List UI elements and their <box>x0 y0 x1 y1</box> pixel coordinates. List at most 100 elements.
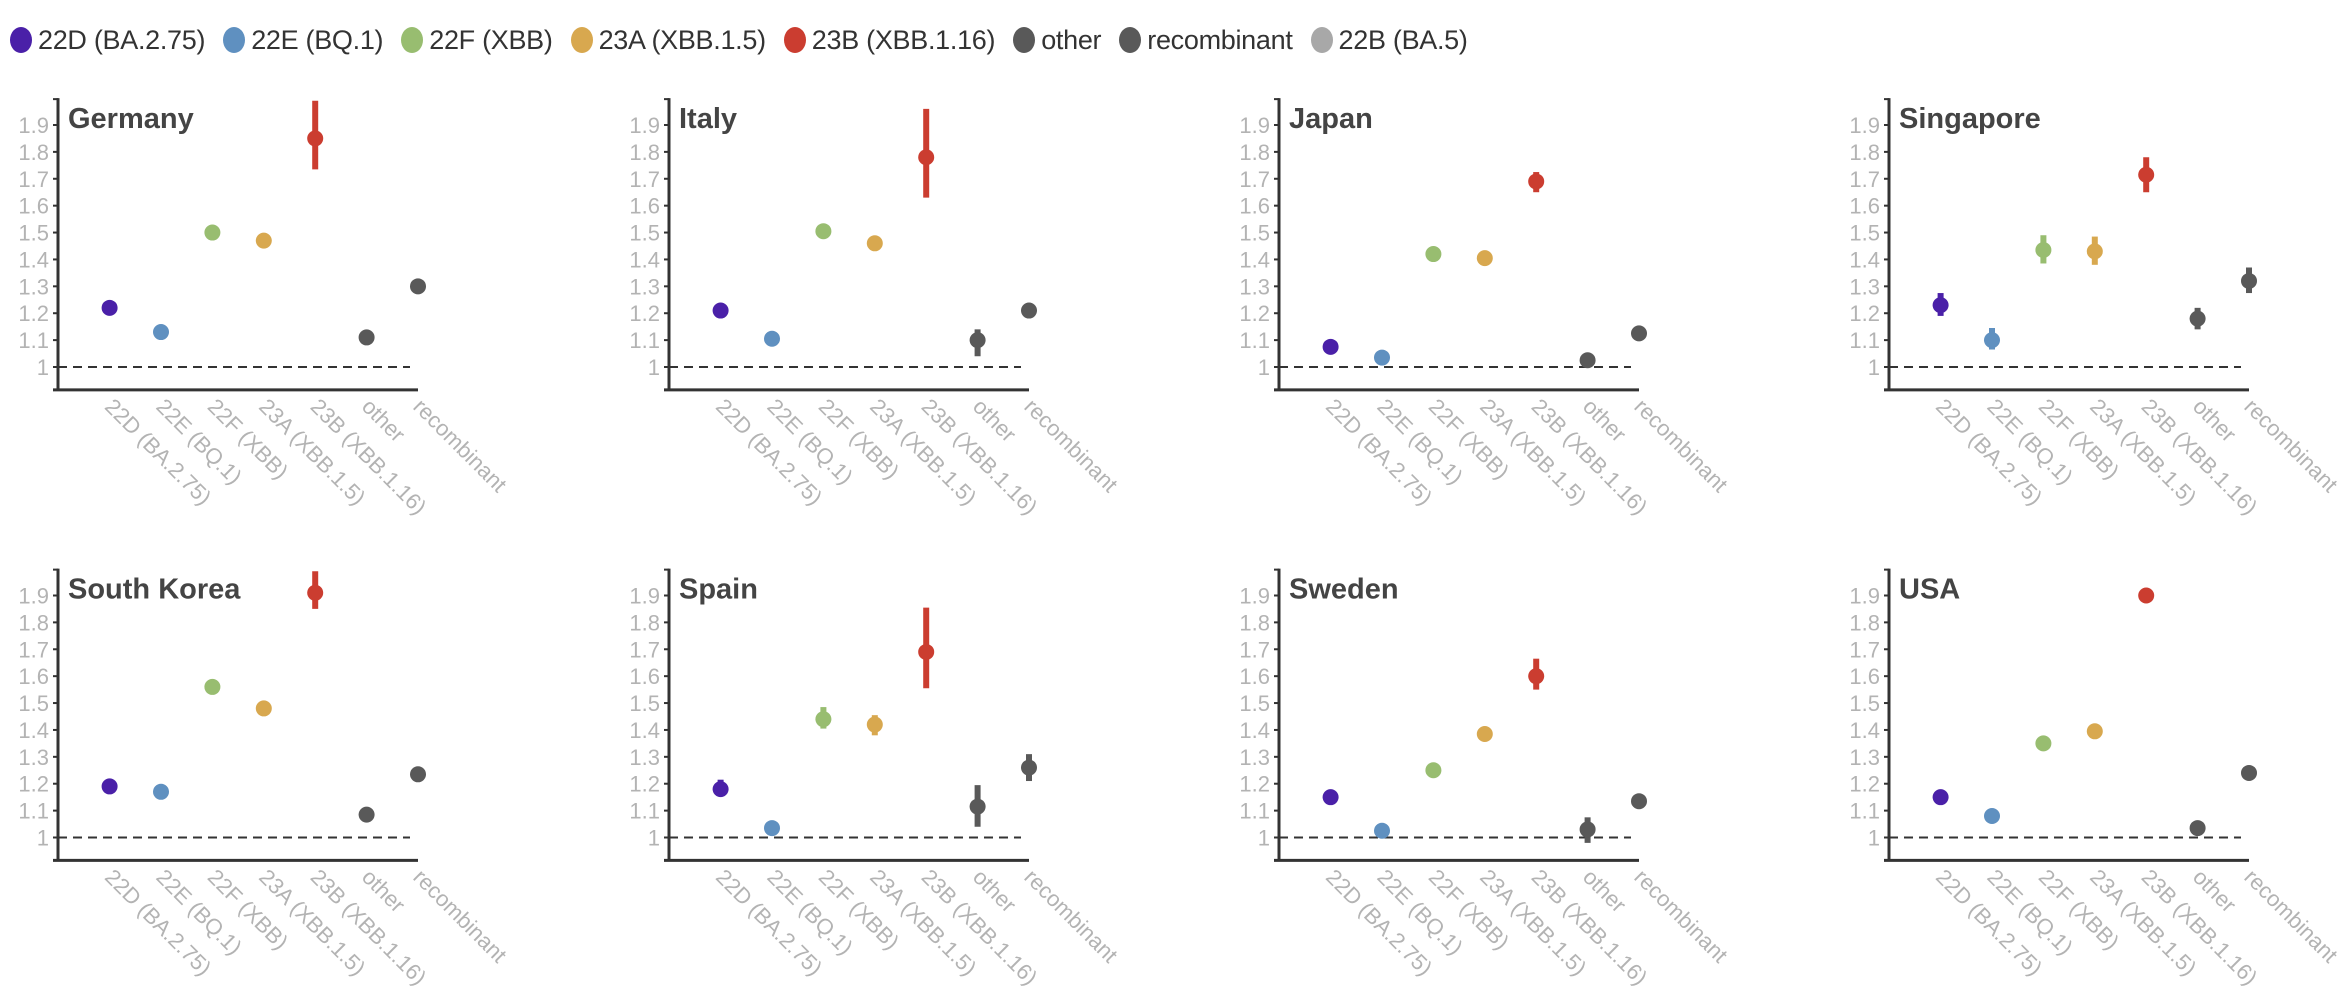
y-tick-label: 1.1 <box>18 328 49 353</box>
data-point <box>866 235 883 252</box>
y-tick-label: 1.4 <box>18 718 49 743</box>
y-tick-label: 1 <box>1258 355 1270 380</box>
y-tick-label: 1.7 <box>1849 637 1880 662</box>
y-tick-label: 1.8 <box>18 610 49 635</box>
y-tick-label: 1.1 <box>1849 799 1880 824</box>
legend-item: 23A (XBB.1.5) <box>570 25 766 56</box>
data-point <box>101 778 118 795</box>
data-point <box>255 232 272 249</box>
data-point <box>2035 735 2052 752</box>
panel-title: Germany <box>68 103 194 135</box>
y-tick-label: 1.2 <box>18 301 49 326</box>
data-point <box>2086 243 2103 260</box>
legend-item: 22D (BA.2.75) <box>10 25 205 56</box>
y-tick-label: 1.3 <box>1849 274 1880 299</box>
y-tick-label: 1.8 <box>1239 610 1270 635</box>
legend-label: recombinant <box>1147 24 1293 55</box>
panel-title: Spain <box>679 574 758 606</box>
y-tick-label: 1.5 <box>18 221 49 246</box>
data-point <box>1631 325 1647 342</box>
y-tick-label: 1.7 <box>1239 637 1270 662</box>
y-tick-label: 1.5 <box>1849 221 1880 246</box>
data-point <box>1322 789 1339 806</box>
panel-title: Singapore <box>1899 103 2041 135</box>
data-point <box>307 130 324 147</box>
y-tick-label: 1.6 <box>18 664 49 689</box>
data-point <box>1579 821 1596 838</box>
y-tick-label: 1.3 <box>629 274 660 299</box>
data-point <box>153 783 169 800</box>
y-tick-label: 1.4 <box>1239 247 1270 272</box>
y-tick-label: 1.7 <box>18 637 49 662</box>
data-point <box>204 224 221 241</box>
y-tick-label: 1.6 <box>1239 194 1270 219</box>
y-tick-label: 1.8 <box>1239 140 1270 165</box>
y-tick-label: 1.1 <box>1849 328 1880 353</box>
data-point <box>1932 297 1949 314</box>
legend-item: 22F (XBB) <box>401 24 553 56</box>
y-tick-label: 1.7 <box>629 637 660 662</box>
y-tick-label: 1.6 <box>1849 194 1880 219</box>
panel-title: Italy <box>679 103 737 135</box>
y-tick-label: 1.5 <box>629 691 660 716</box>
y-tick-label: 1.7 <box>629 167 660 192</box>
y-tick-label: 1.1 <box>629 328 660 353</box>
data-point <box>1021 302 1037 319</box>
data-point <box>1476 250 1493 267</box>
y-tick-label: 1 <box>1868 355 1880 380</box>
legend-label: 22F (XBB) <box>429 24 553 55</box>
data-point <box>1425 762 1442 779</box>
data-point <box>815 223 832 240</box>
x-tick-label: recombinant <box>2239 394 2342 497</box>
data-point <box>1579 352 1596 369</box>
legend-label: other <box>1041 24 1102 55</box>
y-tick-label: 1.9 <box>1239 113 1270 138</box>
y-tick-label: 1.2 <box>629 301 660 326</box>
data-point <box>1984 332 2000 349</box>
y-tick-label: 1.4 <box>629 718 660 743</box>
data-point <box>1021 759 1037 776</box>
y-tick-label: 1.2 <box>1239 772 1270 797</box>
data-point <box>815 711 832 728</box>
legend-label: 22E (BQ.1) <box>251 24 384 55</box>
legend-item: other <box>1013 24 1102 56</box>
y-tick-label: 1.6 <box>1849 664 1880 689</box>
y-tick-label: 1.5 <box>629 221 660 246</box>
x-tick-label: recombinant <box>1019 864 1122 967</box>
data-point <box>918 643 935 660</box>
y-tick-label: 1.4 <box>1849 718 1880 743</box>
data-point <box>1322 338 1339 355</box>
data-point <box>1425 246 1442 263</box>
y-tick-label: 1.8 <box>629 140 660 165</box>
y-tick-label: 1.4 <box>1239 718 1270 743</box>
y-tick-label: 1 <box>37 355 49 380</box>
legend: 22D (BA.2.75) 22E (BQ.1) 22F (XBB) 23A (XBB… <box>10 18 1486 62</box>
y-tick-label: 1 <box>37 826 49 851</box>
x-tick-label: recombinant <box>1629 864 1732 967</box>
y-tick-label: 1.7 <box>1239 167 1270 192</box>
legend-swatch-icon <box>570 27 593 53</box>
y-tick-label: 1.2 <box>1239 301 1270 326</box>
y-tick-label: 1.1 <box>1239 328 1270 353</box>
data-point <box>2086 723 2103 740</box>
y-tick-label: 1.5 <box>1239 221 1270 246</box>
data-point <box>2189 310 2206 327</box>
legend-label: 22D (BA.2.75) <box>38 24 206 55</box>
x-tick-label: recombinant <box>408 394 511 497</box>
data-point <box>1984 807 2000 824</box>
data-point <box>153 324 169 341</box>
data-point <box>358 329 375 346</box>
y-tick-label: 1.9 <box>1849 583 1880 608</box>
panel-title: Japan <box>1289 103 1373 135</box>
legend-swatch-icon <box>10 27 32 53</box>
y-tick-label: 1.9 <box>629 583 660 608</box>
data-point <box>764 330 780 347</box>
legend-swatch-icon <box>1310 27 1333 53</box>
data-point <box>1932 789 1949 806</box>
legend-swatch-icon <box>783 27 806 53</box>
data-point <box>969 798 986 815</box>
y-tick-label: 1.6 <box>629 664 660 689</box>
